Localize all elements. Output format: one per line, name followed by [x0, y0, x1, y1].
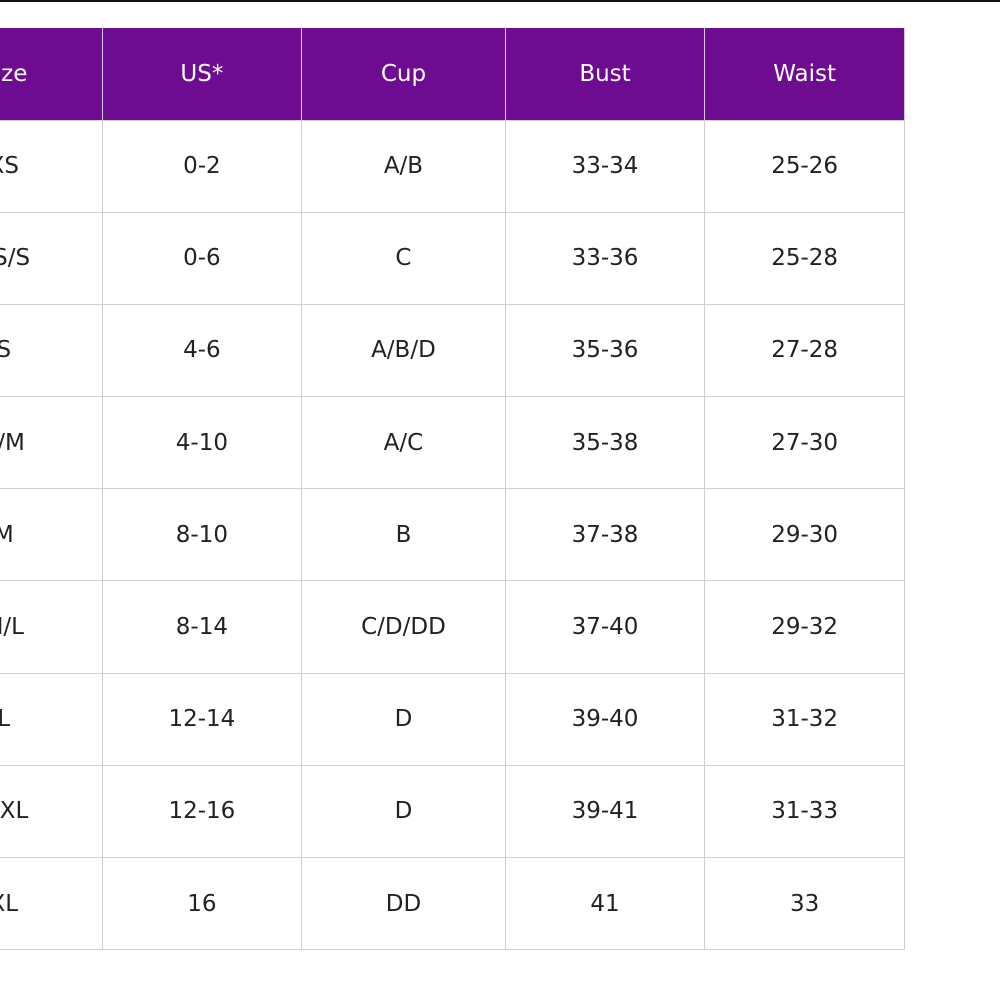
table-cell: S/M — [0, 396, 103, 490]
table-cell: 35-38 — [504, 396, 706, 490]
table-cell: C/D/DD — [301, 580, 506, 674]
top-border — [0, 0, 1000, 2]
table-cell: 8-10 — [101, 488, 303, 582]
table-cell: 33-34 — [504, 119, 706, 213]
table-cell: L/XL — [0, 764, 103, 859]
table-cell: 25-28 — [704, 211, 905, 305]
header-cell: Waist — [704, 28, 905, 120]
table-cell: A/B/D — [301, 303, 506, 398]
header-cell: US* — [101, 28, 303, 120]
table-cell: 25-26 — [704, 119, 905, 213]
table-cell: 35-36 — [504, 303, 706, 398]
table-cell: 27-30 — [704, 396, 905, 490]
table-cell: 0-6 — [101, 211, 303, 305]
table-cell: A/B — [301, 119, 506, 213]
table-cell: XS/S — [0, 211, 103, 305]
table-cell: 31-32 — [704, 672, 905, 766]
table-cell: XL — [0, 856, 103, 951]
table-row: XL16DD4133 — [0, 856, 905, 951]
table-cell: 27-28 — [704, 303, 905, 398]
table-cell: A/C — [301, 396, 506, 490]
table-cell: 31-33 — [704, 764, 905, 859]
table-cell: 12-14 — [101, 672, 303, 766]
table-cell: C — [301, 211, 506, 305]
table-cell: D — [301, 672, 506, 766]
table-cell: 0-2 — [101, 119, 303, 213]
table-cell: 41 — [504, 856, 706, 951]
table-cell: 39-40 — [504, 672, 706, 766]
table-cell: 16 — [101, 856, 303, 951]
table-cell: XS — [0, 119, 103, 213]
table-cell: 4-10 — [101, 396, 303, 490]
table-cell: 29-30 — [704, 488, 905, 582]
table-cell: DD — [301, 856, 506, 951]
table-cell: 33 — [704, 856, 905, 951]
table-cell: S — [0, 303, 103, 398]
table-cell: 29-32 — [704, 580, 905, 674]
table-cell: 12-16 — [101, 764, 303, 859]
table-cell: B — [301, 488, 506, 582]
header-cell: Size — [0, 28, 103, 120]
table-cell: 33-36 — [504, 211, 706, 305]
header-cell: Bust — [504, 28, 706, 120]
table-cell: 8-14 — [101, 580, 303, 674]
table-cell: 39-41 — [504, 764, 706, 859]
table-cell: 37-38 — [504, 488, 706, 582]
table-cell: 4-6 — [101, 303, 303, 398]
table-cell: 37-40 — [504, 580, 706, 674]
table-cell: L — [0, 672, 103, 766]
table-body: XS0-2A/B33-3425-26XS/S0-6C33-3625-28S4-6… — [0, 119, 905, 951]
table-cell: D — [301, 764, 506, 859]
table-cell: M/L — [0, 580, 103, 674]
header-cell: Cup — [301, 28, 506, 120]
table-cell: M — [0, 488, 103, 582]
